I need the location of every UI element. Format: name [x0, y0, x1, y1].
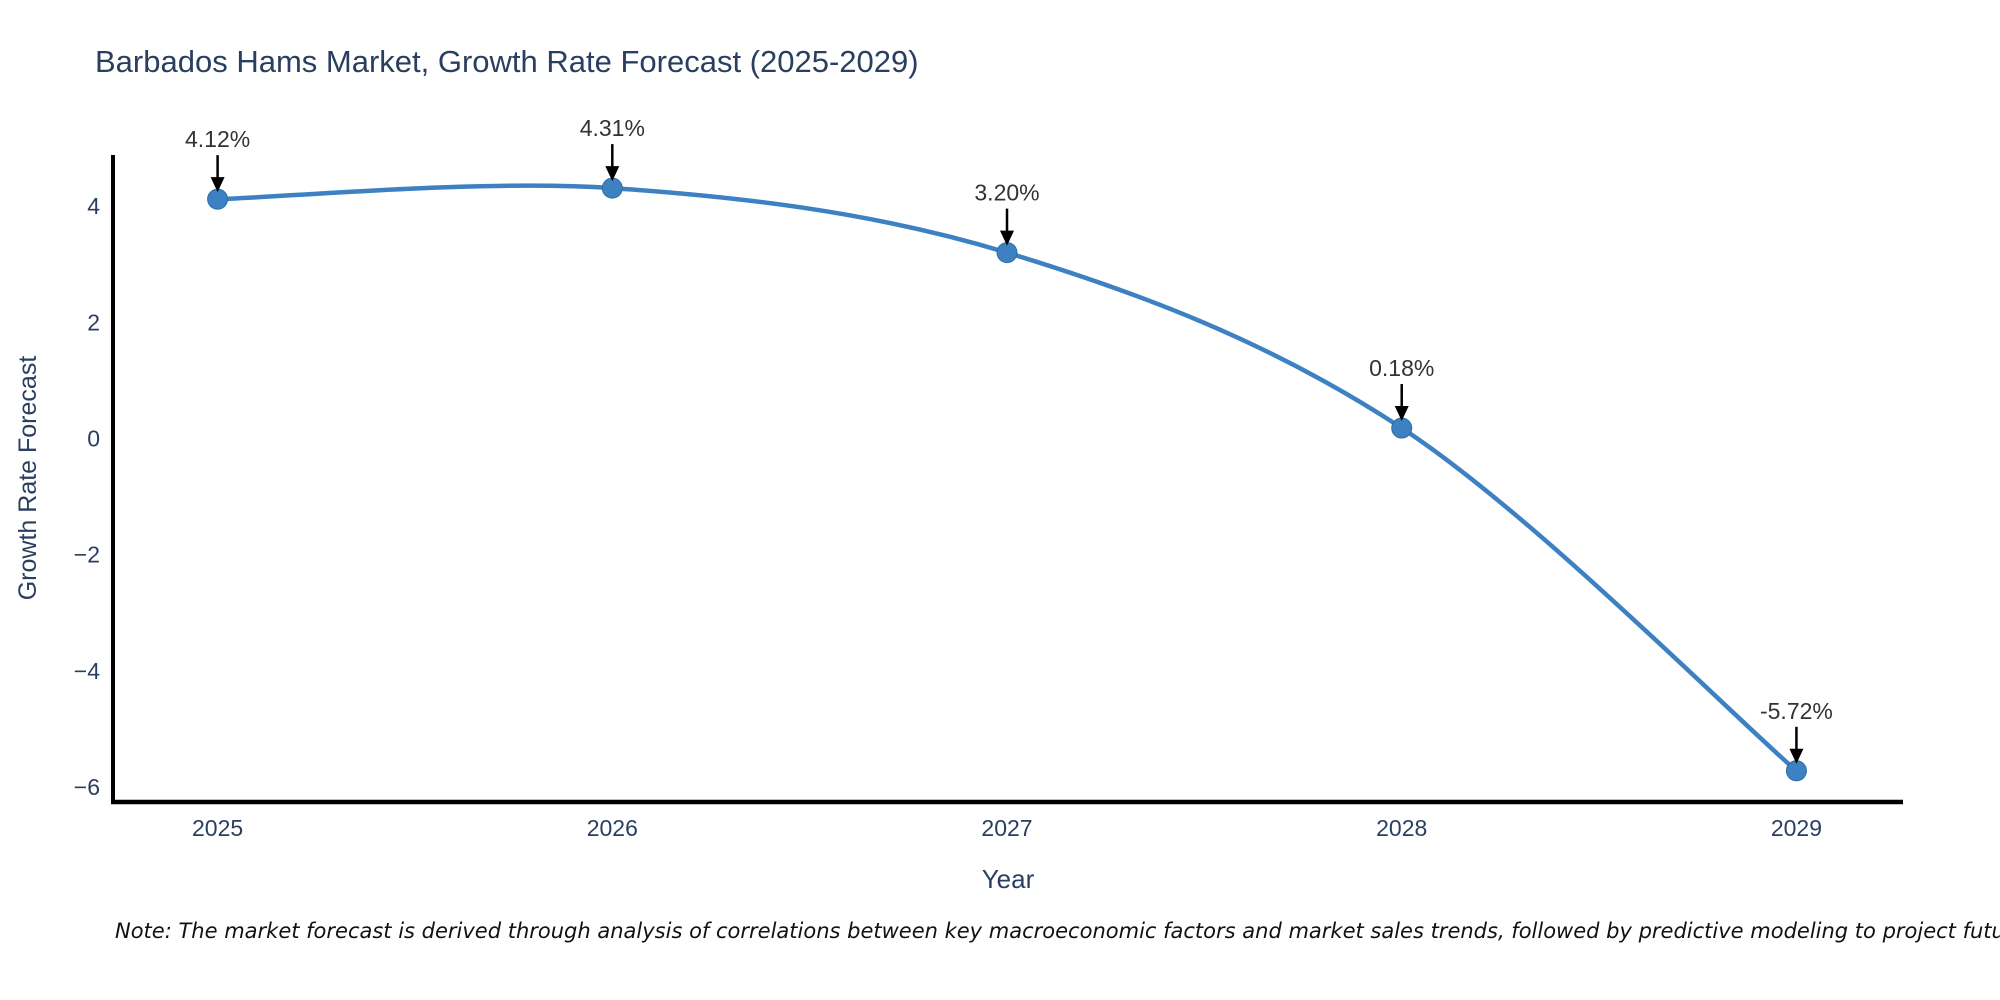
- point-value-label: 4.31%: [580, 115, 645, 141]
- x-tick-label: 2025: [192, 815, 243, 841]
- x-tick-label: 2027: [981, 815, 1032, 841]
- x-axis-ticks: 2025 2026 2027 2028 2029: [192, 815, 1822, 841]
- annotation-arrowhead-icon: [1789, 748, 1804, 764]
- chart-title: Barbados Hams Market, Growth Rate Foreca…: [95, 44, 919, 79]
- annotation-arrowhead-icon: [210, 177, 225, 193]
- y-tick-label: −4: [74, 658, 100, 684]
- data-point-markers: [207, 177, 1807, 782]
- x-axis-label: Year: [982, 864, 1035, 894]
- annotation-arrowhead-icon: [605, 166, 620, 182]
- point-value-label: 3.20%: [974, 180, 1039, 206]
- forecast-line-series: [215, 183, 1799, 774]
- y-tick-label: 0: [87, 425, 100, 451]
- y-axis-ticks: 4 2 0 −2 −4 −6: [74, 193, 100, 800]
- annotation-arrowhead-icon: [1394, 406, 1409, 422]
- x-tick-label: 2029: [1771, 815, 1822, 841]
- point-value-label: 0.18%: [1369, 355, 1434, 381]
- x-tick-label: 2026: [587, 815, 638, 841]
- annotation-arrowhead-icon: [1000, 230, 1015, 246]
- point-value-label: 4.12%: [185, 126, 250, 152]
- point-annotations: 4.12% 4.31% 3.20% 0.18% -5.72%: [185, 115, 1833, 764]
- y-axis-label: Growth Rate Forecast: [14, 356, 42, 601]
- footnote: Note: The market forecast is derived thr…: [115, 919, 2000, 943]
- y-tick-label: 4: [87, 193, 100, 219]
- y-tick-label: −6: [74, 774, 100, 800]
- x-tick-label: 2028: [1376, 815, 1427, 841]
- forecast-line: [215, 183, 1799, 774]
- y-tick-label: 2: [87, 309, 100, 335]
- y-tick-label: −2: [74, 542, 100, 568]
- point-value-label: -5.72%: [1760, 698, 1833, 724]
